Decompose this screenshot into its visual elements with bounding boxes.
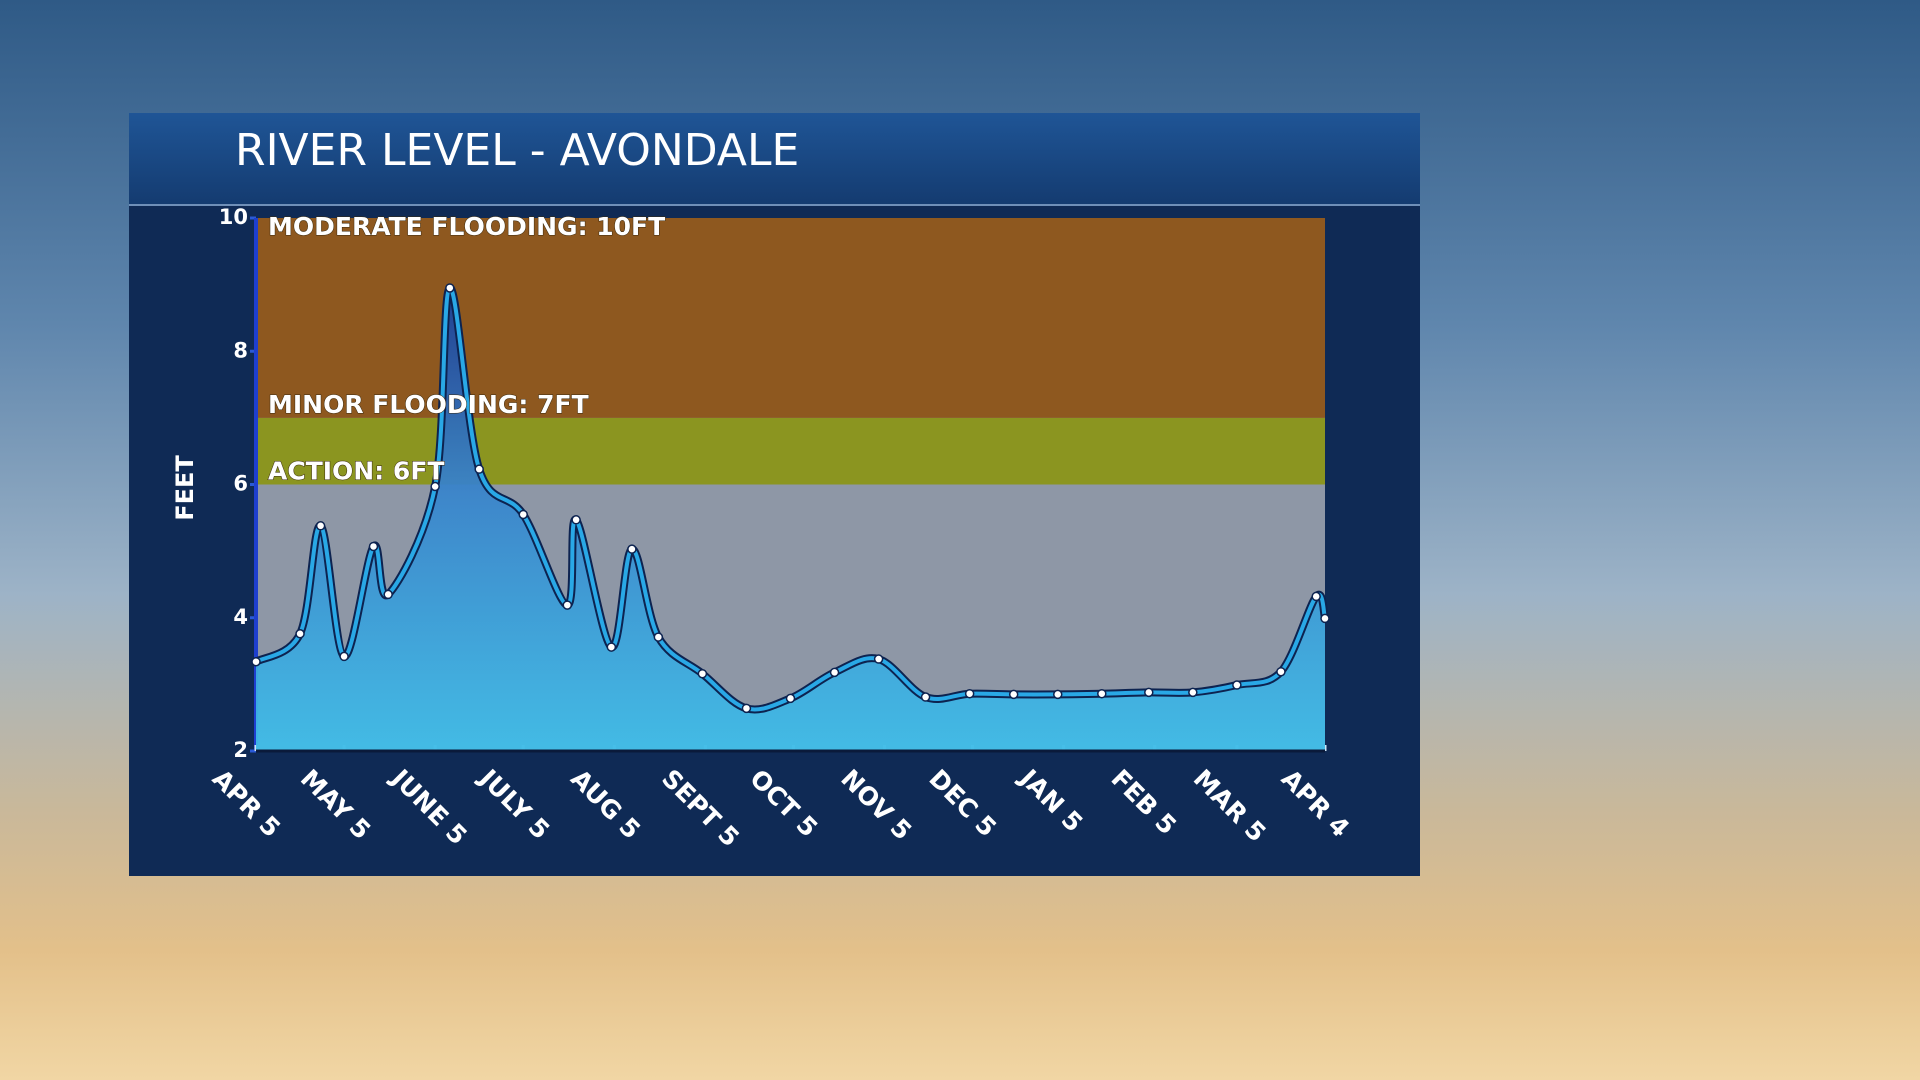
flood-band xyxy=(256,218,1325,418)
point xyxy=(295,628,305,639)
point xyxy=(1053,689,1063,700)
point xyxy=(964,688,975,699)
point xyxy=(1188,687,1198,698)
point xyxy=(518,509,528,520)
header xyxy=(129,113,1420,205)
point xyxy=(251,656,261,667)
y-tick-label: 2 xyxy=(233,738,248,762)
point xyxy=(653,632,664,642)
point xyxy=(368,541,379,552)
point xyxy=(1144,687,1154,698)
point xyxy=(829,667,840,678)
band-label: MODERATE FLOODING: 10FT xyxy=(268,212,665,241)
point xyxy=(562,600,573,610)
point xyxy=(1232,680,1242,690)
y-axis-label: FEET xyxy=(171,455,199,521)
band-label: MINOR FLOODING: 7FT xyxy=(268,390,589,419)
point xyxy=(627,544,637,554)
point xyxy=(1320,613,1330,624)
point xyxy=(383,589,393,600)
point xyxy=(1008,689,1019,700)
point xyxy=(315,521,326,531)
y-tick-label: 8 xyxy=(233,338,248,362)
point xyxy=(571,515,581,525)
point xyxy=(920,692,931,702)
point xyxy=(1311,591,1321,602)
point xyxy=(339,651,349,662)
point xyxy=(873,654,884,664)
point xyxy=(445,283,455,293)
area xyxy=(256,287,1325,751)
band-label: ACTION: 6FT xyxy=(268,457,444,486)
point xyxy=(741,703,752,714)
point xyxy=(430,481,440,492)
point xyxy=(1097,688,1107,699)
y-tick-label: 4 xyxy=(233,605,248,629)
chart-title: RIVER LEVEL - AVONDALE xyxy=(235,125,799,176)
y-tick-label: 10 xyxy=(219,205,248,229)
point xyxy=(606,642,617,652)
y-tick-label: 6 xyxy=(233,472,248,496)
point xyxy=(474,464,484,474)
point xyxy=(1276,666,1286,677)
point xyxy=(785,693,796,704)
point xyxy=(697,668,708,679)
